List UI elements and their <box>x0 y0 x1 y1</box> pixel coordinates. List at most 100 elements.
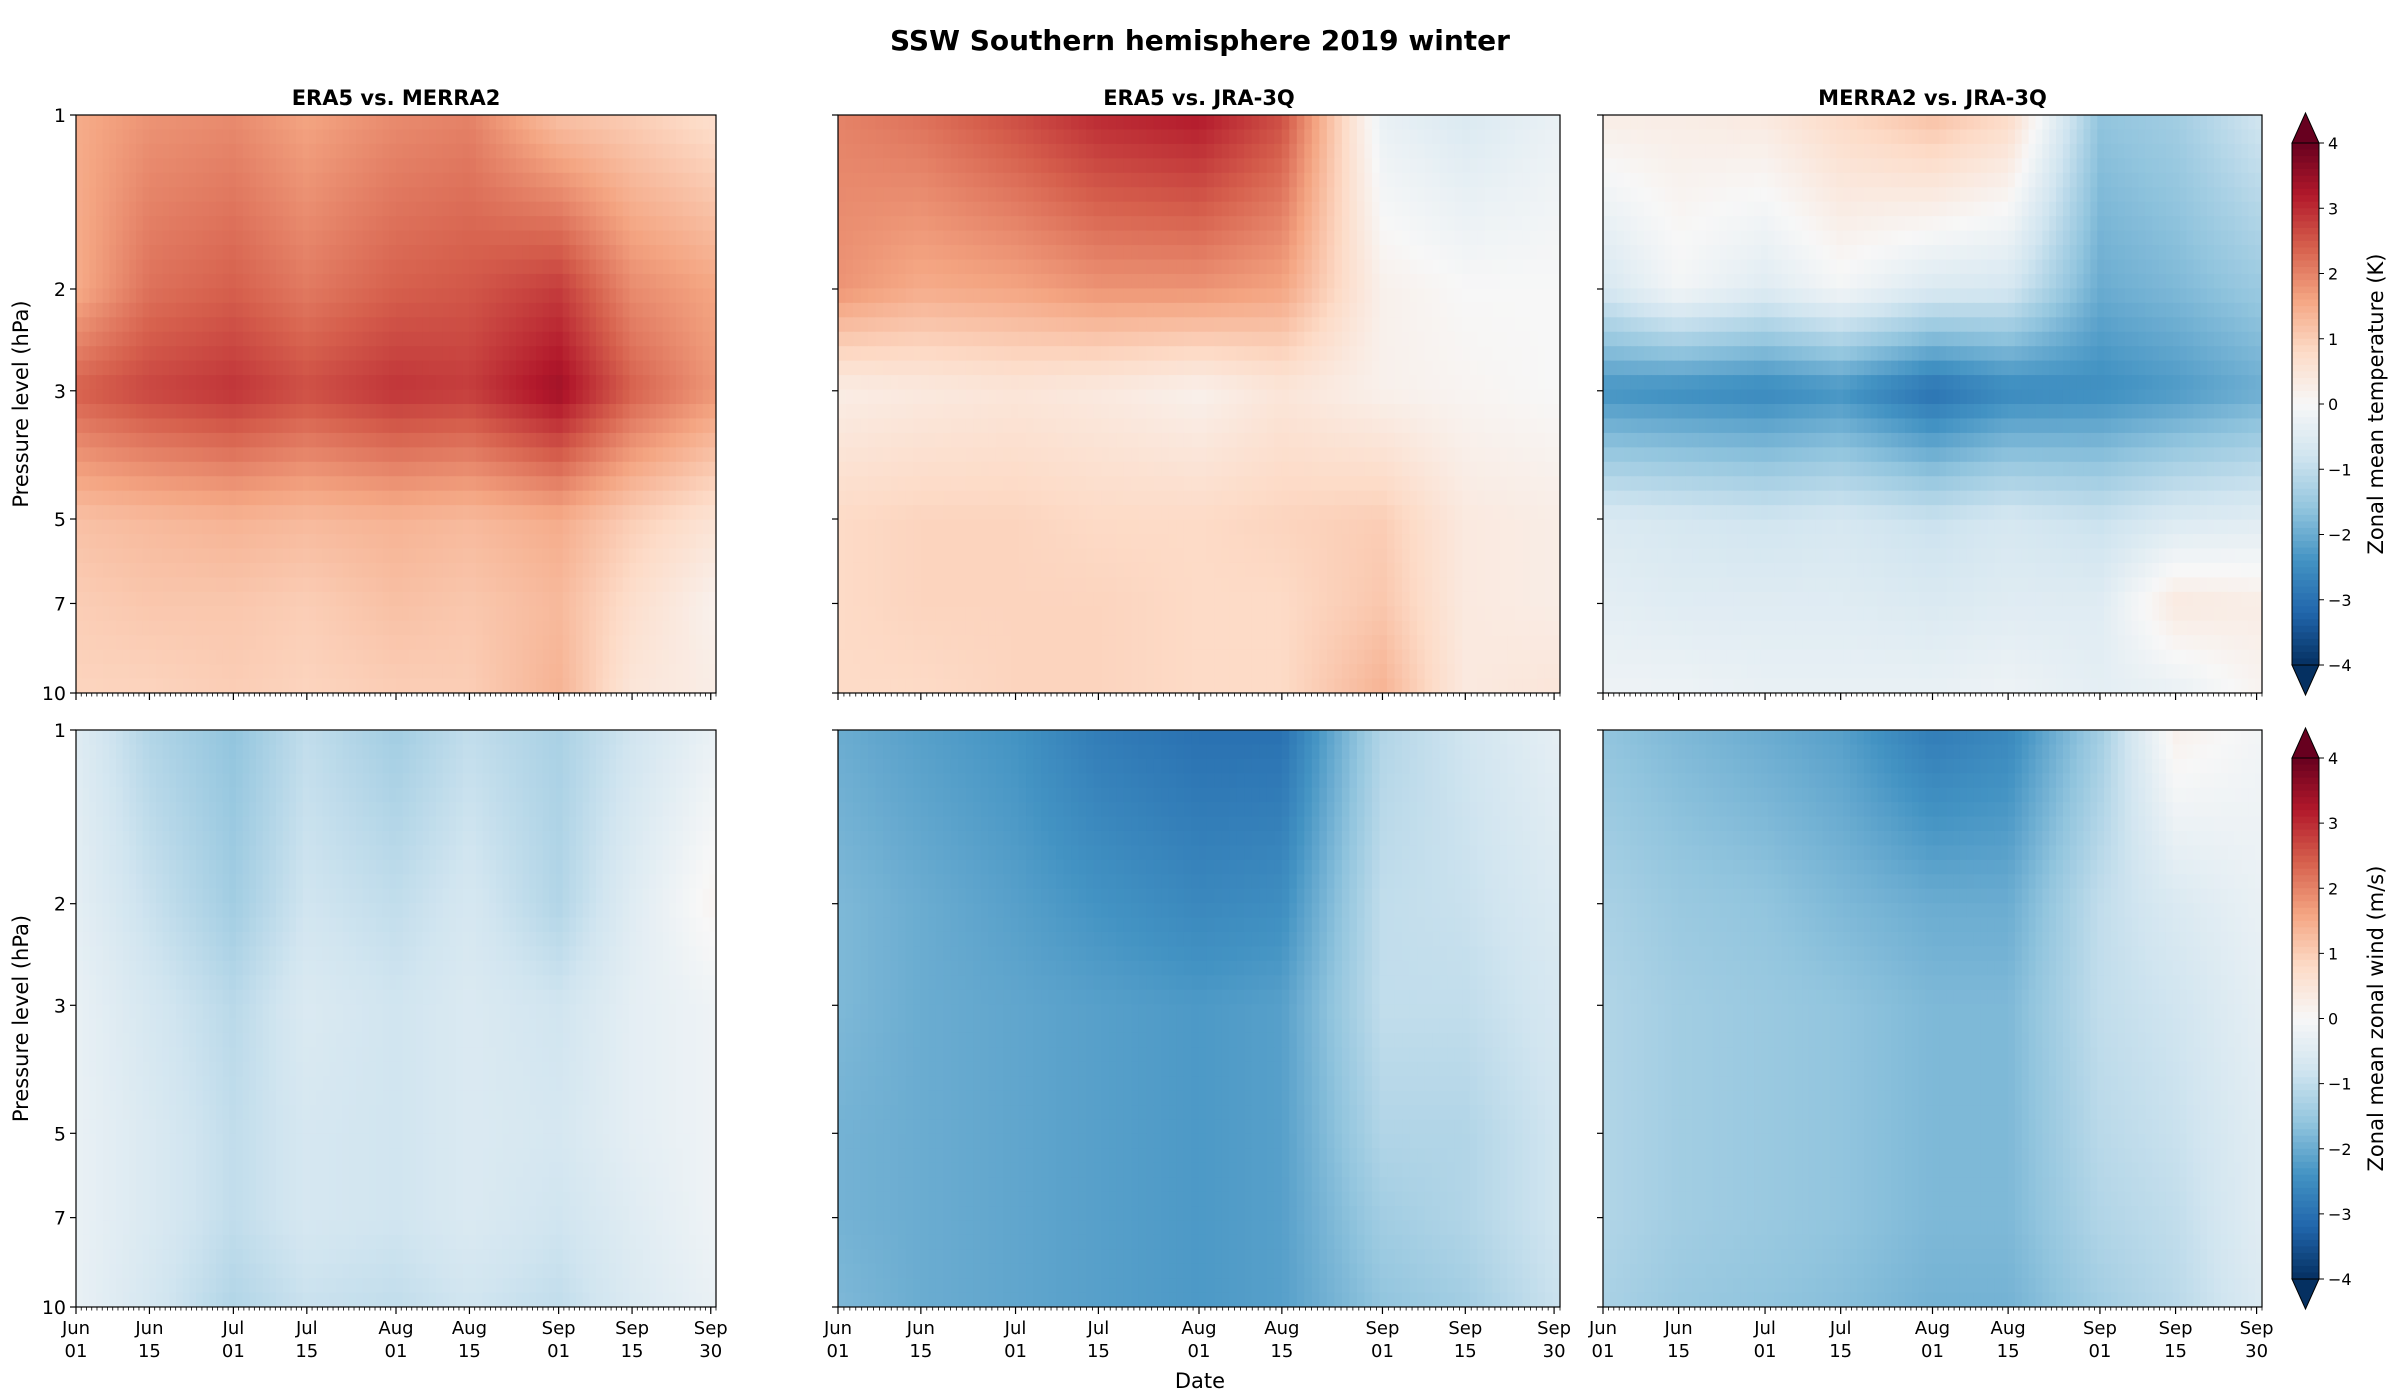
heatmap-cell <box>1462 245 1471 261</box>
heatmap-cell <box>142 418 150 434</box>
heatmap-cell <box>860 187 869 203</box>
heatmap-cell <box>576 230 584 246</box>
heatmap-cell <box>576 649 584 665</box>
heatmap-cell <box>1048 115 1057 131</box>
heatmap-cell <box>296 562 304 578</box>
heatmap-cell <box>1424 158 1433 174</box>
heatmap-cell <box>409 577 417 593</box>
heatmap-cell <box>262 360 270 376</box>
heatmap-cell <box>122 115 130 131</box>
heatmap-cell <box>76 606 84 622</box>
heatmap-cell <box>1507 143 1516 159</box>
heatmap-cell <box>196 129 204 145</box>
heatmap-cell <box>622 389 630 405</box>
heatmap-cell <box>669 317 677 333</box>
heatmap-cell <box>262 288 270 304</box>
heatmap-cell <box>629 418 637 434</box>
heatmap-cell <box>1033 172 1042 188</box>
heatmap-cell <box>602 447 610 463</box>
heatmap-cell <box>242 259 250 275</box>
heatmap-cell <box>509 115 517 131</box>
heatmap-cell <box>242 129 250 145</box>
heatmap-cell <box>376 548 384 564</box>
heatmap-cell <box>209 158 217 174</box>
heatmap-cell <box>402 375 410 391</box>
heatmap-cell <box>1499 158 1508 174</box>
heatmap-cell <box>669 418 677 434</box>
heatmap-cell <box>489 346 497 362</box>
heatmap-cell <box>209 476 217 492</box>
heatmap-cell <box>222 288 230 304</box>
heatmap-cell <box>422 331 430 347</box>
heatmap-cell <box>116 346 124 362</box>
heatmap-cell <box>149 389 157 405</box>
heatmap-cell <box>1131 230 1140 246</box>
heatmap-cell <box>1514 201 1523 217</box>
heatmap-cell <box>289 664 297 680</box>
heatmap-cell <box>262 418 270 434</box>
heatmap-cell <box>1131 216 1140 232</box>
heatmap-cell <box>289 490 297 506</box>
heatmap-cell <box>202 129 210 145</box>
heatmap-cell <box>349 115 357 131</box>
heatmap-cell <box>309 548 317 564</box>
heatmap-cell <box>189 664 197 680</box>
heatmap-cell <box>222 230 230 246</box>
heatmap-cell <box>562 490 570 506</box>
heatmap-cell <box>442 432 450 448</box>
heatmap-cell <box>216 360 224 376</box>
heatmap-cell <box>696 302 704 318</box>
heatmap-cell <box>556 346 564 362</box>
heatmap-cell <box>676 389 684 405</box>
heatmap-cell <box>76 548 84 564</box>
heatmap-cell <box>676 259 684 275</box>
heatmap-cell <box>156 129 164 145</box>
heatmap-cell <box>1447 143 1456 159</box>
heatmap-cell <box>1131 187 1140 203</box>
heatmap-cell <box>1041 187 1050 203</box>
heatmap-cell <box>845 187 854 203</box>
heatmap-cell <box>196 389 204 405</box>
heatmap-cell <box>149 230 157 246</box>
heatmap-cell <box>256 432 264 448</box>
heatmap-cell <box>1341 158 1351 174</box>
heatmap-cell <box>649 389 657 405</box>
heatmap-cell <box>1071 129 1080 145</box>
heatmap-cell <box>396 172 404 188</box>
heatmap-cell <box>702 635 710 651</box>
heatmap-cell <box>269 187 277 203</box>
heatmap-cell <box>529 172 537 188</box>
heatmap-cell <box>209 172 217 188</box>
heatmap-cell <box>905 143 914 159</box>
heatmap-cell <box>196 317 204 333</box>
heatmap-cell <box>562 635 570 651</box>
heatmap-cell <box>176 447 184 463</box>
heatmap-cell <box>582 534 590 550</box>
heatmap-cell <box>236 288 244 304</box>
heatmap-cell <box>1507 201 1516 217</box>
heatmap-cell <box>913 230 922 246</box>
heatmap-cell <box>516 606 524 622</box>
heatmap-cell <box>1101 187 1110 203</box>
heatmap-cell <box>362 317 370 333</box>
heatmap-cell <box>109 476 117 492</box>
heatmap-cell <box>1026 259 1035 275</box>
heatmap-cell <box>1123 259 1132 275</box>
heatmap-cell <box>422 346 430 362</box>
heatmap-cell <box>1439 187 1448 203</box>
heatmap-cell <box>1259 115 1268 131</box>
heatmap-cell <box>1417 172 1426 188</box>
heatmap-cell <box>462 678 470 693</box>
heatmap-cell <box>162 606 170 622</box>
heatmap-cell <box>389 360 397 376</box>
heatmap-cell <box>973 129 982 145</box>
heatmap-cell <box>596 259 604 275</box>
heatmap-cell <box>689 245 697 261</box>
heatmap-cell <box>129 534 137 550</box>
heatmap-cell <box>1161 172 1170 188</box>
heatmap-cell <box>209 678 217 693</box>
heatmap-cell <box>336 418 344 434</box>
heatmap-cell <box>289 591 297 607</box>
heatmap-cell <box>1484 230 1493 246</box>
heatmap-cell <box>536 591 544 607</box>
